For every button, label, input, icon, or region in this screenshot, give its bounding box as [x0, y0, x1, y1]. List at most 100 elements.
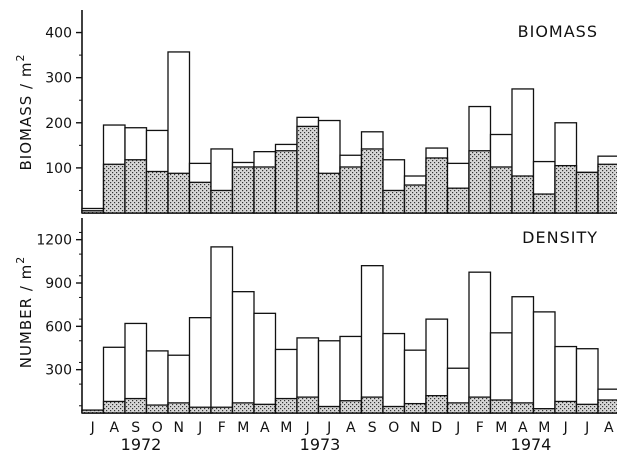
biomass-panel: 100 200 300 400 BIOMASS BIOMASS / m2 — [14, 10, 617, 214]
density-bar-stippled-11 — [296, 396, 320, 414]
density-bar-total-22 — [532, 311, 556, 414]
density-bar-stippled-7 — [210, 406, 234, 414]
density-bars — [81, 246, 617, 414]
density-bar-stippled-15 — [382, 405, 406, 414]
biomass-bar-stippled-20 — [489, 166, 513, 214]
density-bar-stippled-18 — [446, 402, 470, 414]
x-tick-label-11: J — [305, 420, 310, 436]
x-tick-label-4: O — [152, 420, 163, 436]
biomass-bar-stippled-11 — [296, 125, 320, 214]
density-bar-stippled-5 — [167, 402, 191, 414]
biomass-bar-stippled-13 — [339, 166, 363, 214]
density-bar-stippled-6 — [188, 406, 212, 414]
x-tick-label-8: M — [237, 420, 249, 436]
x-tick-label-21: A — [518, 420, 528, 436]
x-tick-label-23: J — [563, 420, 568, 436]
x-tick-label-9: A — [260, 420, 270, 436]
x-tick-label-5: N — [174, 420, 184, 436]
density-title: DENSITY — [522, 228, 598, 247]
density-bar-total-19 — [468, 271, 492, 414]
density-bar-total-7 — [210, 246, 234, 414]
year-label-1974: 1974 — [511, 435, 552, 454]
biomass-bar-stippled-25 — [597, 163, 617, 214]
biomass-bar-stippled-18 — [446, 187, 470, 214]
year-label-1972: 1972 — [121, 435, 162, 454]
biomass-bar-stippled-10 — [274, 150, 298, 214]
density-bar-total-12 — [317, 340, 341, 414]
density-y-tick-label-300: 300 — [45, 363, 72, 379]
biomass-bar-stippled-22 — [532, 193, 556, 214]
density-bar-stippled-12 — [317, 405, 341, 414]
density-bar-stippled-20 — [489, 399, 513, 414]
x-tick-label-14: S — [368, 420, 377, 436]
density-bar-total-15 — [382, 332, 406, 414]
density-bar-stippled-4 — [145, 404, 169, 414]
x-tick-label-1: J — [90, 420, 95, 436]
density-bar-stippled-23 — [554, 400, 578, 414]
x-tick-label-24: J — [584, 420, 589, 436]
biomass-bar-stippled-6 — [188, 181, 212, 214]
density-bar-total-9 — [253, 312, 277, 414]
biomass-bar-stippled-19 — [468, 150, 492, 214]
biomass-bar-stippled-2 — [102, 163, 126, 214]
biomass-bar-stippled-15 — [382, 189, 406, 214]
x-tick-label-15: O — [388, 420, 399, 436]
x-tick-label-3: S — [131, 420, 140, 436]
density-bar-total-24 — [575, 348, 599, 414]
biomass-bar-stippled-17 — [425, 157, 449, 214]
x-tick-label-12: J — [326, 420, 331, 436]
biomass-bar-stippled-12 — [317, 172, 341, 214]
x-tick-label-20: M — [495, 420, 507, 436]
density-bar-total-8 — [231, 291, 255, 414]
density-y-tick-label-900: 900 — [45, 276, 72, 292]
x-axis-year-labels: 1972 1973 1974 — [121, 435, 552, 454]
density-bar-total-6 — [188, 317, 212, 414]
density-bar-stippled-10 — [274, 397, 298, 414]
density-bar-stippled-17 — [425, 395, 449, 414]
biomass-bar-stippled-23 — [554, 164, 578, 214]
x-tick-label-6: J — [197, 420, 202, 436]
density-bar-stippled-8 — [231, 402, 255, 414]
density-bar-total-14 — [360, 265, 384, 414]
biomass-bars — [81, 51, 617, 214]
density-bar-stippled-16 — [403, 402, 427, 414]
year-label-1973: 1973 — [300, 435, 341, 454]
x-tick-label-7: F — [218, 420, 226, 436]
biomass-title: BIOMASS — [518, 22, 598, 41]
density-bar-total-21 — [511, 296, 535, 414]
density-bar-stippled-9 — [253, 403, 277, 414]
biomass-bar-stippled-5 — [167, 172, 191, 214]
biomass-y-tick-label-100: 100 — [45, 161, 72, 177]
x-tick-label-2: A — [109, 420, 119, 436]
biomass-bar-stippled-21 — [511, 175, 535, 214]
density-bar-stippled-13 — [339, 400, 363, 414]
biomass-y-label: BIOMASS / m2 — [14, 54, 35, 171]
density-y-tick-label-1200: 1200 — [36, 233, 72, 249]
density-panel: 300 600 900 1200 DENSITY NUMBER / m2 — [14, 218, 617, 414]
density-bar-stippled-24 — [575, 403, 599, 414]
density-bar-stippled-3 — [124, 397, 148, 414]
density-bar-total-4 — [145, 350, 169, 414]
x-tick-label-13: A — [346, 420, 356, 436]
density-bar-stippled-25 — [597, 399, 617, 414]
x-tick-label-16: N — [410, 420, 420, 436]
x-tick-label-19: F — [476, 420, 484, 436]
biomass-bar-stippled-4 — [145, 170, 169, 214]
density-bar-stippled-21 — [511, 402, 535, 414]
biomass-bar-stippled-9 — [253, 166, 277, 214]
x-tick-label-10: M — [280, 420, 292, 436]
biomass-bar-stippled-16 — [403, 184, 427, 214]
x-tick-label-17: D — [431, 420, 442, 436]
biomass-bar-stippled-24 — [575, 171, 599, 214]
biomass-bar-stippled-14 — [360, 148, 384, 214]
density-bar-stippled-19 — [468, 396, 492, 414]
biomass-y-tick-label-400: 400 — [45, 26, 72, 42]
density-bar-stippled-22 — [532, 408, 556, 414]
x-tick-label-18: J — [455, 420, 460, 436]
biomass-bar-stippled-7 — [210, 189, 234, 214]
biomass-bar-stippled-1 — [81, 210, 105, 214]
density-bar-stippled-2 — [102, 400, 126, 414]
biomass-y-tick-label-300: 300 — [45, 71, 72, 87]
